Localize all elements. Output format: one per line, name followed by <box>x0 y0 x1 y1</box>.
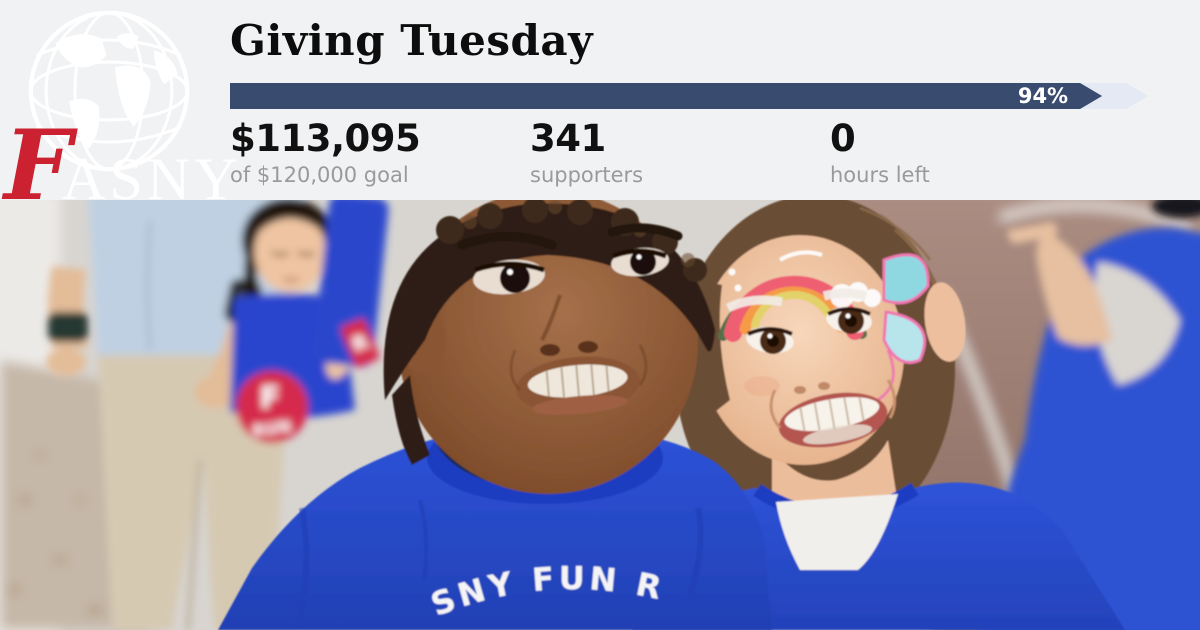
stat-value: $113,095 <box>230 117 421 160</box>
stat-hours-left: 0 hours left <box>830 117 1120 187</box>
wristwatch <box>48 312 88 342</box>
wordmark-asny: ASNY <box>62 146 242 212</box>
progress-percent-label: 94% <box>1017 84 1069 108</box>
fasny-logo: F ASNY <box>0 0 238 213</box>
fun-run-badge: F RUN <box>236 371 308 443</box>
boy-foreground: SNY FUN R <box>218 200 772 630</box>
stats-row: $113,095 of $120,000 goal 341 supporters… <box>230 117 1170 199</box>
progress-bar: 94% <box>230 83 1148 109</box>
globe-icon <box>28 10 190 172</box>
progress-fill: 94% <box>230 83 1102 109</box>
fasny-wordmark: F ASNY <box>4 109 242 222</box>
butterfly-face-paint <box>867 253 930 407</box>
stat-label: supporters <box>530 162 644 187</box>
girl-eyes <box>746 306 872 354</box>
campaign-photo: F RUN R <box>0 200 1200 630</box>
stat-label: hours left <box>830 162 930 187</box>
boy-eyes <box>473 247 669 295</box>
stat-supporters: 341 supporters <box>530 117 820 187</box>
photo-midground: F RUN R <box>46 200 1200 630</box>
stat-amount-raised: $113,095 of $120,000 goal <box>230 117 520 187</box>
wordmark-f: F <box>4 109 73 222</box>
run-patch: R <box>340 318 380 368</box>
pointing-finger <box>1007 222 1058 244</box>
boy-smile <box>516 356 640 415</box>
stat-value: 341 <box>530 117 606 160</box>
campaign-title: Giving Tuesday <box>230 16 593 65</box>
stat-value: 0 <box>830 117 856 160</box>
globe-continents <box>55 33 178 149</box>
campaign-header: Giving Tuesday 94% $113,095 of $120,000 … <box>0 0 1200 200</box>
svg-text:F: F <box>260 381 281 416</box>
girl-smile <box>778 392 888 448</box>
stat-label: of $120,000 goal <box>230 162 409 187</box>
background-kid <box>313 200 389 367</box>
